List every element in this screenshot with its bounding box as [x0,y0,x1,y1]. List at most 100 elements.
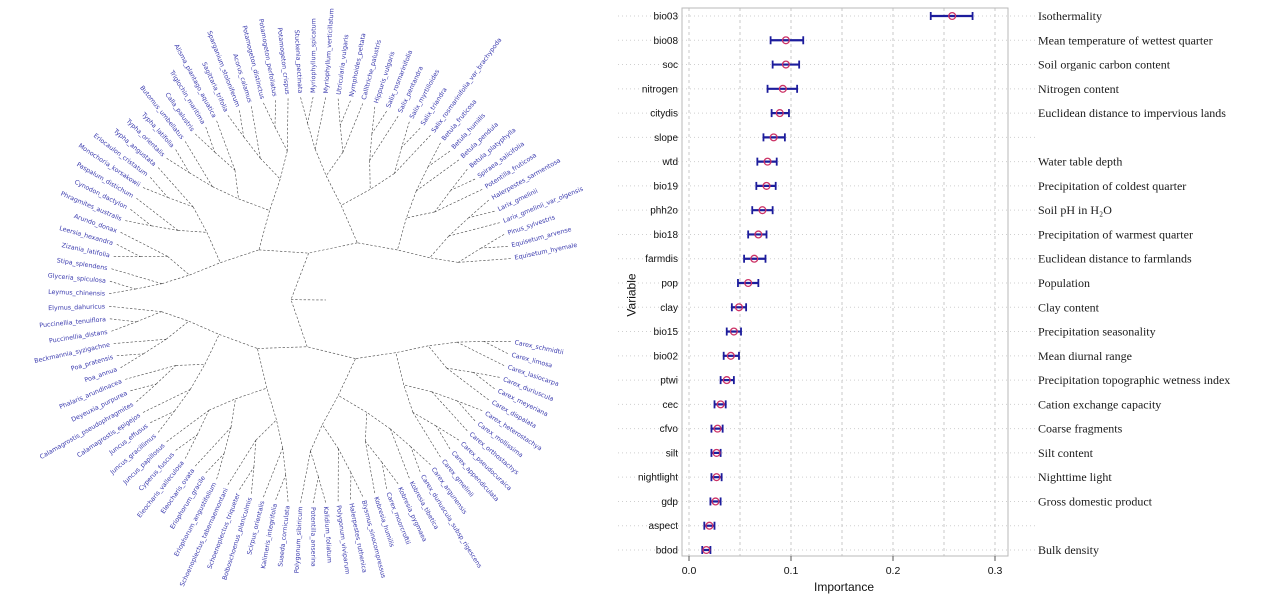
tree-edge [189,262,221,276]
data-point [744,278,753,288]
y-var-label: clay [660,303,678,314]
y-var-label: wtd [661,157,678,168]
tree-edge [286,98,289,152]
circular-tree-svg: Carex_schmidtiiCarex_limosaCarex_lasioca… [34,8,585,588]
tree-edge [205,126,216,153]
tree-edge [206,232,221,263]
data-point [769,133,778,142]
tree-edge [195,427,232,467]
tree-edge [310,424,323,452]
row-description: Nighttime light [1038,470,1112,484]
tree-edge [174,389,191,412]
tree-edge [130,208,152,227]
row-description: Nitrogen content [1038,82,1120,96]
tree-edge [274,126,288,152]
tree-edge [263,448,283,498]
tree-edge [337,98,341,126]
tree-tip-label: Polygonum_viviparum [335,505,351,575]
tree-edge [190,364,206,390]
tree-edge [310,450,319,477]
tree-edge [188,172,213,187]
data-point [712,473,721,482]
row-description: Euclidean distance to farmlands [1038,252,1192,266]
data-point [750,254,759,263]
tree-edge [290,253,309,300]
x-tick-label: 0.3 [988,565,1003,577]
tree-edge [227,115,244,137]
tree-edge [314,148,327,176]
data-point [729,327,738,336]
tree-edge [431,391,458,402]
tree-edge [397,217,407,251]
tree-edge [481,234,505,249]
tree-edge [111,321,137,332]
tree-tip-label: Leymus_chinensis [48,289,105,298]
tree-tip-label: Phalaris_arundinacea [58,378,123,411]
tree-tip-label: Polygonum_sibiricum [294,507,305,574]
data-point [713,424,722,433]
tree-edge [253,440,257,468]
tree-edge [136,383,157,403]
y-var-label: bdod [656,546,678,557]
tree-edge [111,268,162,284]
tree-edge [456,341,505,366]
tree-edge [371,106,376,134]
row-description: Water table depth [1038,155,1122,169]
tree-edge [339,125,344,153]
tree-tip-label: Puccinellia_tenuiflora [39,316,106,329]
row-description: Isothermality [1038,9,1102,23]
row-description: Precipitation topographic wetness index [1038,373,1230,387]
data-point [734,303,744,312]
tree-edge [394,135,431,174]
tree-edge [468,210,495,218]
row-description: Precipitation of warmest quarter [1038,227,1193,241]
tree-edge [410,446,421,472]
row-description: Cation exchange capacity [1038,397,1161,411]
y-var-label: gdp [661,497,678,508]
tree-edge [192,206,208,233]
data-point [711,497,720,506]
tree-edge [235,387,267,400]
tree-edge [136,311,162,323]
tree-edge [212,186,239,200]
tree-tip-label: Elymus_dahuricus [48,303,105,312]
tree-edge [157,167,194,208]
row-description: Silt content [1038,446,1094,460]
tree-edge [481,246,508,249]
tree-edge [338,448,352,473]
tree-edge [269,179,281,211]
tree-edge [446,367,489,401]
tree-edge [130,383,157,392]
tree-edge [257,346,308,349]
tree-edge [165,320,189,340]
tree-edge [308,242,358,254]
tree-edge [157,411,175,433]
data-point [781,60,790,69]
tree-edge [429,235,450,258]
y-var-label: cfvo [660,424,679,435]
data-point [702,545,711,555]
tree-edge [412,412,437,427]
tree-edge [458,258,511,263]
y-var-label: phh2o [650,206,678,217]
tree-edge [150,411,175,423]
tree-edge [397,249,430,259]
y-var-label: bio19 [654,181,679,192]
tree-edge [468,199,489,218]
tree-edge [109,280,136,290]
tree-edge [125,220,152,227]
x-tick-label: 0.0 [682,565,697,577]
row-description: Soil pH in H₂O [1038,203,1112,217]
tree-tip-label: Potamogeton_crispus [276,27,291,95]
tree-edge [429,257,459,263]
tree-edge [188,320,220,335]
tree-edge [227,440,257,485]
data-point [705,521,714,530]
tree-edge [436,425,460,441]
tree-edge [337,358,356,396]
tree-edge [230,398,236,428]
data-point [754,230,763,239]
tree-edge [473,372,500,378]
data-point [712,448,721,457]
tree-edge [255,419,277,441]
